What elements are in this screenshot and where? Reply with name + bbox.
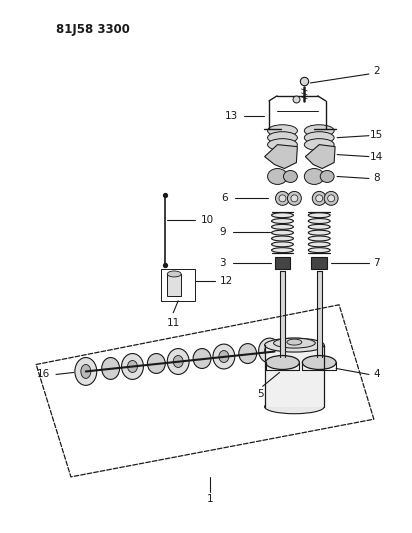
- Ellipse shape: [102, 358, 119, 379]
- Text: 13: 13: [225, 111, 238, 121]
- Ellipse shape: [328, 195, 335, 202]
- Ellipse shape: [272, 236, 293, 241]
- Ellipse shape: [265, 400, 324, 414]
- Text: 2: 2: [374, 66, 380, 76]
- Ellipse shape: [324, 191, 338, 205]
- Ellipse shape: [259, 338, 281, 363]
- Ellipse shape: [283, 171, 297, 182]
- Ellipse shape: [291, 195, 298, 202]
- Ellipse shape: [147, 353, 165, 374]
- Ellipse shape: [272, 224, 293, 229]
- Ellipse shape: [267, 132, 297, 144]
- Bar: [280, 271, 285, 357]
- Ellipse shape: [128, 360, 138, 373]
- Bar: [311, 257, 327, 269]
- Ellipse shape: [267, 139, 297, 151]
- Ellipse shape: [213, 344, 235, 369]
- Bar: [162, 269, 195, 301]
- Ellipse shape: [272, 213, 293, 217]
- Text: 7: 7: [374, 258, 380, 268]
- Ellipse shape: [302, 356, 336, 369]
- Ellipse shape: [193, 349, 211, 368]
- Ellipse shape: [265, 345, 274, 357]
- Ellipse shape: [122, 353, 143, 379]
- Ellipse shape: [267, 125, 297, 136]
- Bar: [317, 271, 322, 357]
- Ellipse shape: [279, 195, 286, 202]
- Ellipse shape: [266, 356, 300, 369]
- Ellipse shape: [274, 338, 315, 348]
- Ellipse shape: [272, 242, 293, 247]
- Ellipse shape: [167, 271, 181, 277]
- Ellipse shape: [316, 195, 323, 202]
- Ellipse shape: [308, 236, 330, 241]
- Text: 16: 16: [37, 369, 50, 379]
- Text: 3: 3: [220, 258, 226, 268]
- Ellipse shape: [320, 171, 334, 182]
- Text: 1: 1: [207, 494, 213, 504]
- Ellipse shape: [308, 219, 330, 223]
- Polygon shape: [305, 144, 335, 168]
- Ellipse shape: [304, 132, 334, 144]
- Text: 15: 15: [370, 130, 384, 140]
- Ellipse shape: [219, 351, 229, 362]
- Ellipse shape: [308, 224, 330, 229]
- Bar: [274, 257, 290, 269]
- Ellipse shape: [75, 358, 97, 385]
- Ellipse shape: [308, 213, 330, 217]
- Ellipse shape: [167, 349, 189, 375]
- Text: 9: 9: [220, 227, 226, 237]
- Text: 4: 4: [374, 369, 380, 379]
- Ellipse shape: [312, 191, 326, 205]
- Text: 8: 8: [374, 173, 380, 183]
- Bar: [167, 274, 181, 296]
- Text: 81J58 3300: 81J58 3300: [56, 23, 130, 36]
- Ellipse shape: [81, 365, 91, 378]
- Text: 14: 14: [370, 151, 384, 161]
- Ellipse shape: [287, 339, 302, 345]
- Text: 10: 10: [200, 215, 213, 225]
- Text: 5: 5: [258, 389, 264, 399]
- Ellipse shape: [267, 168, 288, 184]
- Ellipse shape: [304, 139, 334, 151]
- Ellipse shape: [265, 338, 324, 352]
- Text: 6: 6: [222, 193, 228, 204]
- Ellipse shape: [173, 356, 183, 367]
- Polygon shape: [265, 144, 297, 168]
- Ellipse shape: [276, 191, 290, 205]
- Ellipse shape: [304, 125, 334, 136]
- Ellipse shape: [272, 248, 293, 253]
- Ellipse shape: [272, 230, 293, 235]
- Bar: [265, 345, 324, 407]
- Ellipse shape: [308, 242, 330, 247]
- Text: 12: 12: [220, 276, 234, 286]
- Ellipse shape: [272, 219, 293, 223]
- Ellipse shape: [304, 168, 324, 184]
- Ellipse shape: [288, 191, 301, 205]
- Ellipse shape: [308, 230, 330, 235]
- Text: 11: 11: [166, 318, 180, 328]
- Ellipse shape: [239, 344, 257, 364]
- Ellipse shape: [308, 248, 330, 253]
